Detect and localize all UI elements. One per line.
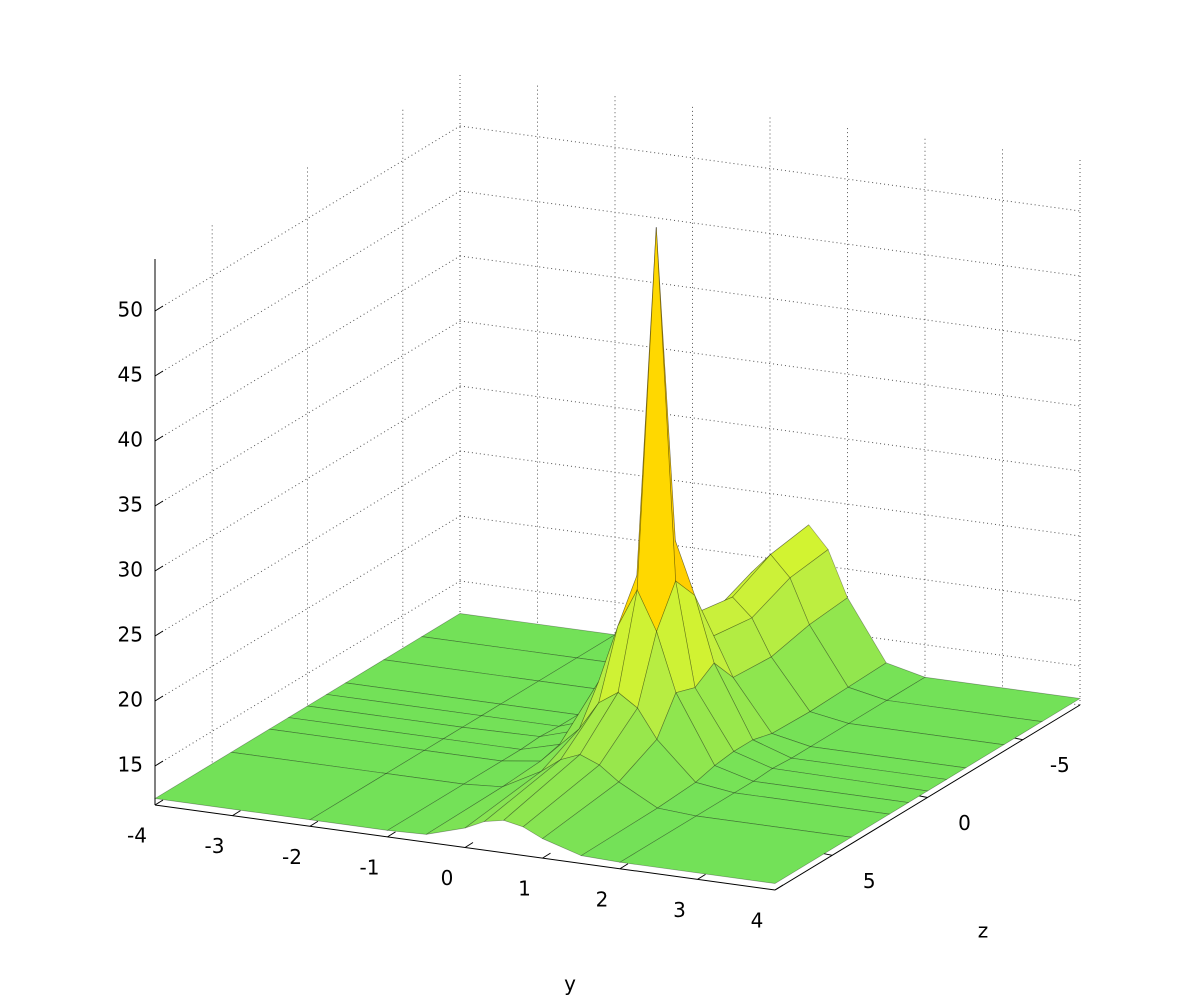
x-tick-label: -3	[205, 834, 225, 858]
x-tick	[619, 863, 629, 870]
grid-line	[459, 320, 1081, 407]
surface-patch	[618, 815, 853, 884]
x-tick	[154, 799, 164, 806]
z-tick	[154, 695, 164, 702]
z-tick	[154, 305, 164, 312]
x-tick	[697, 873, 706, 880]
z-tick	[154, 565, 164, 572]
y-axis-label: z	[978, 919, 989, 943]
z-tick-label: 15	[118, 753, 143, 777]
x-tick-label: 2	[596, 887, 609, 911]
z-tick-label: 30	[118, 558, 143, 582]
x-tick	[542, 852, 551, 859]
x-tick-label: 1	[518, 877, 531, 901]
z-tick-label: 50	[118, 298, 143, 322]
x-tick	[387, 831, 396, 838]
x-tick	[309, 820, 319, 827]
z-tick-label: 20	[118, 688, 143, 712]
z-tick-label: 25	[118, 623, 143, 647]
x-tick-label: -1	[360, 855, 380, 879]
x-tick-label: -2	[282, 845, 302, 869]
x-tick-label: 4	[751, 909, 764, 933]
z-tick	[154, 760, 164, 767]
x-tick-label: 3	[673, 898, 686, 922]
z-tick	[154, 370, 164, 377]
z-tick	[154, 500, 164, 507]
x-tick-label: 0	[441, 866, 454, 890]
z-tick-label: 40	[118, 428, 143, 452]
grid-line	[459, 190, 1081, 277]
z-tick	[154, 435, 164, 442]
x-tick	[774, 884, 784, 891]
x-tick-label: -4	[127, 824, 147, 848]
y-tick-label: -5	[1050, 753, 1070, 777]
grid-line	[459, 125, 1081, 212]
grid-line	[459, 450, 1081, 537]
z-tick-label: 35	[118, 493, 143, 517]
x-tick	[464, 842, 474, 848]
z-tick	[154, 630, 164, 637]
grid-line	[459, 255, 1081, 342]
grid-line	[459, 385, 1081, 472]
x-tick	[232, 810, 241, 817]
y-tick-label: 5	[863, 869, 876, 893]
x-axis-label: y	[564, 972, 576, 996]
z-tick-label: 45	[118, 363, 143, 387]
y-tick-label: 0	[958, 811, 971, 835]
